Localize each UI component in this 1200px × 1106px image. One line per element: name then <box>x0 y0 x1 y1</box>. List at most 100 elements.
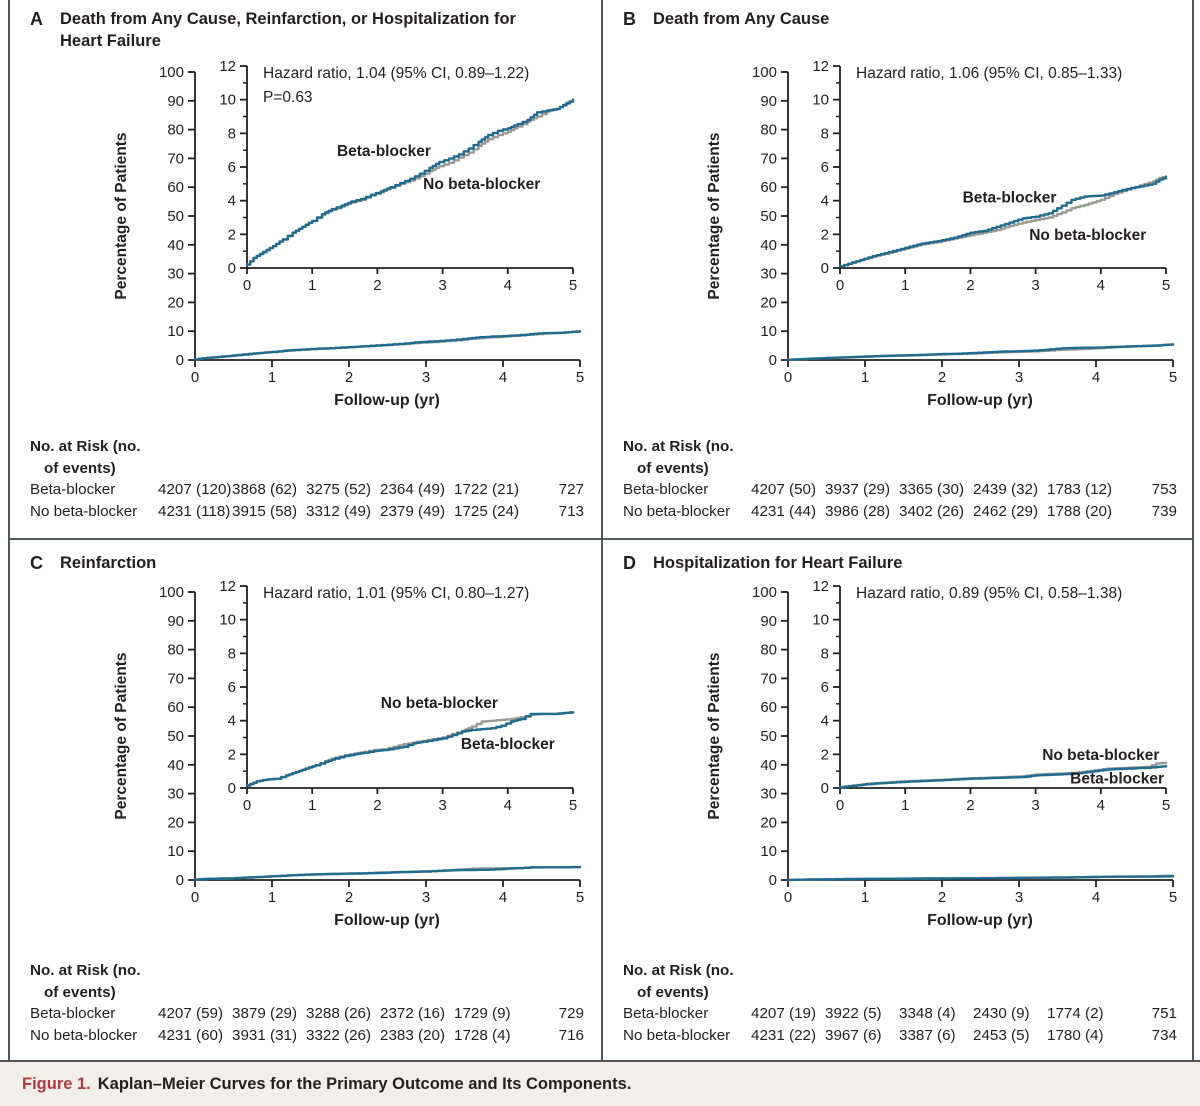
panel-header: C Reinfarction <box>30 552 576 574</box>
hazard-ratio-text: Hazard ratio, 0.89 (95% CI, 0.58–1.38) <box>856 585 1122 602</box>
axis-tick-label: 90 <box>167 613 184 630</box>
panel-title: Death from Any Cause <box>653 10 830 28</box>
axis-tick-label: 10 <box>812 92 829 109</box>
axis-tick-label: 5 <box>576 369 584 386</box>
axis-tick-label: 4 <box>504 797 512 814</box>
beta-blocker-curve-main <box>786 343 1175 361</box>
panel-a: A Death from Any Cause, Reinfarction, or… <box>10 0 600 538</box>
at-risk-header-line2: of events) <box>637 983 709 1001</box>
axis-tick-label: 6 <box>228 159 236 176</box>
risk-row-label: No beta-blocker <box>30 502 138 520</box>
figure-caption-label: Figure 1. <box>22 1074 91 1093</box>
panel-header: B Death from Any Cause <box>623 8 1169 30</box>
at-risk-header-line1: No. at Risk (no. <box>623 962 734 979</box>
axis-tick-label: 12 <box>219 578 236 595</box>
risk-row-label: Beta-blocker <box>30 481 116 498</box>
axis-tick-label: 4 <box>499 889 507 906</box>
axis-tick-label: 0 <box>769 352 777 369</box>
at-risk-row-no-beta-blocker: No beta-blocker 4231 (60) 3931 (31) 3322 (… <box>10 1025 600 1047</box>
axis-tick-label: 5 <box>1162 797 1170 814</box>
axis-tick-label: 10 <box>760 843 777 860</box>
axis-tick-label: 80 <box>167 122 184 139</box>
axis-tick-label: 4 <box>821 713 829 730</box>
beta-blocker-curve-inset <box>838 175 1168 268</box>
at-risk-header-line2: of events) <box>637 459 709 477</box>
at-risk-table: No. at Risk (no. of events) Beta-blocker… <box>10 436 600 522</box>
beta-blocker-label: Beta-blocker <box>963 189 1057 206</box>
no-beta-blocker-label: No beta-blocker <box>1042 747 1159 764</box>
axis-tick-label: 80 <box>760 122 777 139</box>
axis-tick-label: 6 <box>821 159 829 176</box>
figure-caption: Figure 1. Kaplan–Meier Curves for the Pr… <box>0 1060 1200 1106</box>
axis-tick-label: 5 <box>569 797 577 814</box>
axis-tick-label: 8 <box>228 125 236 142</box>
axis-tick-label: 1 <box>308 797 316 814</box>
axis-tick-label: 4 <box>821 193 829 210</box>
x-axis-label: Follow-up (yr) <box>334 912 440 929</box>
horizontal-divider <box>10 538 1192 540</box>
axis-tick-label: 3 <box>1031 277 1039 294</box>
axis-tick-label: 4 <box>228 193 236 210</box>
axis-tick-label: 5 <box>576 889 584 906</box>
at-risk-row-no-beta-blocker: No beta-blocker 4231 (118) 3915 (58) 3312 … <box>10 501 600 523</box>
at-risk-row-no-beta-blocker: No beta-blocker 4231 (44) 3986 (28) 3402 (… <box>603 501 1193 523</box>
axis-tick-label: 4 <box>228 713 236 730</box>
axis-tick-label: 10 <box>167 323 184 340</box>
axis-tick-label: 3 <box>438 277 446 294</box>
axis-tick-label: 2 <box>966 277 974 294</box>
axis-tick-label: 40 <box>167 757 184 774</box>
axis-tick-label: 3 <box>438 797 446 814</box>
axis-tick-label: 80 <box>760 642 777 659</box>
axis-tick-label: 2 <box>821 746 829 763</box>
axis-tick-label: 4 <box>1097 277 1105 294</box>
panel-title: Reinfarction <box>60 554 157 572</box>
axis-tick-label: 1 <box>901 797 909 814</box>
axis-tick-label: 50 <box>760 728 777 745</box>
axis-tick-label: 60 <box>760 699 777 716</box>
axis-tick-label: 0 <box>191 369 199 386</box>
axis-tick-label: 60 <box>760 179 777 196</box>
axis-tick-label: 3 <box>422 369 430 386</box>
axis-tick-label: 2 <box>345 889 353 906</box>
panel-c: C Reinfarction 0 10 20 30 40 50 60 70 80 90 100 0 1 2… <box>10 540 600 1058</box>
axis-tick-label: 2 <box>938 369 946 386</box>
panel-letter: D <box>623 553 636 573</box>
axis-tick-label: 2 <box>373 797 381 814</box>
axis-tick-label: 1 <box>861 889 869 906</box>
axis-tick-label: 10 <box>167 843 184 860</box>
axis-tick-label: 0 <box>821 260 829 277</box>
x-axis-label: Follow-up (yr) <box>927 912 1033 929</box>
axis-tick-label: 70 <box>167 670 184 687</box>
axis-tick-label: 6 <box>821 679 829 696</box>
axis-tick-label: 3 <box>422 889 430 906</box>
x-axis-label: Follow-up (yr) <box>334 392 440 409</box>
axis-tick-label: 10 <box>219 92 236 109</box>
axis-tick-label: 5 <box>569 277 577 294</box>
axis-tick-label: 2 <box>345 369 353 386</box>
panel-letter: A <box>30 9 43 29</box>
beta-blocker-curve-main <box>193 865 582 881</box>
axis-tick-label: 0 <box>784 889 792 906</box>
axis-tick-label: 0 <box>836 797 844 814</box>
axis-tick-label: 50 <box>167 728 184 745</box>
y-axis-label: Percentage of Patients <box>706 652 723 819</box>
at-risk-header-line1: No. at Risk (no. <box>30 962 141 979</box>
axis-tick-label: 50 <box>167 208 184 225</box>
axis-tick-label: 2 <box>228 746 236 763</box>
axis-tick-label: 3 <box>1031 797 1039 814</box>
axis-tick-label: 10 <box>219 612 236 629</box>
axis-tick-label: 100 <box>159 64 184 81</box>
axis-tick-label: 10 <box>760 323 777 340</box>
axis-tick-label: 12 <box>812 58 829 75</box>
axis-tick-label: 4 <box>1092 889 1100 906</box>
at-risk-header-line1: No. at Risk (no. <box>623 438 734 455</box>
panel-b: B Death from Any Cause 0 10 20 30 40 50 60 70 80… <box>603 0 1193 538</box>
axis-tick-label: 20 <box>167 814 184 831</box>
axis-tick-label: 1 <box>268 889 276 906</box>
axis-tick-label: 100 <box>159 584 184 601</box>
no-beta-blocker-label: No beta-blocker <box>1029 227 1146 244</box>
axis-tick-label: 4 <box>1097 797 1105 814</box>
